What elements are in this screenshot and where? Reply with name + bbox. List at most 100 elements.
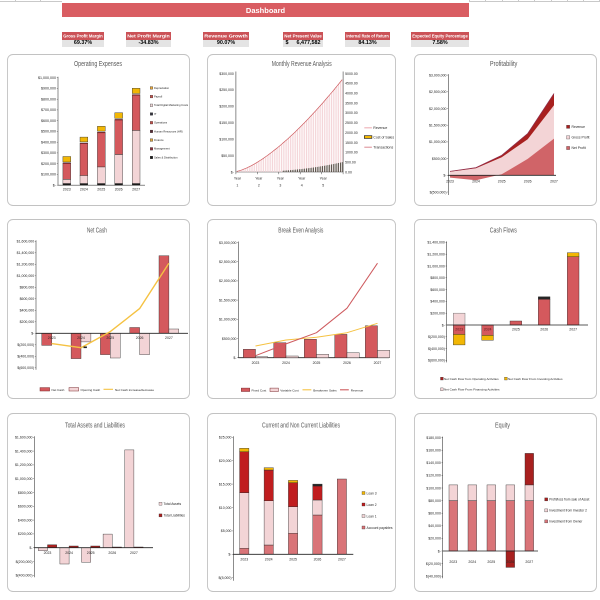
svg-text:$300,000: $300,000 [41,151,56,155]
svg-text:Account payables: Account payables [367,526,393,530]
svg-text:Revenue Growth: Revenue Growth [204,34,248,40]
svg-text:Profit/loss from sale of Asset: Profit/loss from sale of Asset [549,498,589,502]
svg-text:2500.00: 2500.00 [345,121,358,125]
svg-text:Loan 3: Loan 3 [367,491,377,495]
svg-text:$1,000,000: $1,000,000 [17,274,35,278]
svg-text:5: 5 [322,184,324,188]
svg-text:$1,000,000: $1,000,000 [38,76,56,80]
svg-text:$-: $- [438,549,442,553]
svg-text:2026: 2026 [506,560,514,564]
svg-text:2027: 2027 [165,336,173,340]
svg-text:$800,000: $800,000 [20,286,35,290]
svg-text:Variable Cost: Variable Cost [280,388,298,392]
svg-text:$(40,000): $(40,000) [426,575,441,579]
svg-text:Investment from Investor 2: Investment from Investor 2 [549,509,587,513]
svg-text:$400,000: $400,000 [18,518,33,522]
svg-text:$1,000,000: $1,000,000 [219,318,237,322]
svg-text:2025: 2025 [106,336,114,340]
svg-text:Total Assets: Total Assets [164,502,182,506]
svg-text:Revenue: Revenue [351,388,364,392]
svg-text:Cash Flows: Cash Flows [490,227,517,234]
svg-text:Equity: Equity [495,422,510,429]
svg-text:3: 3 [279,184,281,188]
svg-text:2025: 2025 [97,188,105,192]
svg-text:$200,000: $200,000 [18,532,33,536]
svg-text:500.00: 500.00 [345,161,356,165]
svg-text:2024: 2024 [80,188,88,192]
svg-text:Net Cash Flow From Investing A: Net Cash Flow From Investing Activities [508,377,563,381]
svg-text:Year: Year [320,177,328,181]
svg-text:2023: 2023 [449,560,457,564]
svg-text:$500,000: $500,000 [432,157,447,161]
svg-text:$1,000,000: $1,000,000 [427,264,445,268]
svg-text:$2,500,000: $2,500,000 [219,260,237,264]
svg-text:$(400,000): $(400,000) [16,574,33,578]
svg-text:2026: 2026 [524,179,532,183]
svg-text:$-: $- [443,174,447,178]
svg-text:Year: Year [277,177,285,181]
svg-text:Year: Year [234,177,242,181]
svg-text:$1,200,000: $1,200,000 [427,253,445,257]
svg-text:Loan 1: Loan 1 [367,514,377,518]
svg-text:$200,000: $200,000 [219,105,234,109]
svg-text:$1,500,000: $1,500,000 [219,298,237,302]
svg-text:$20,000: $20,000 [219,459,232,463]
svg-text:$200,000: $200,000 [41,162,56,166]
svg-text:Expected Equity Percentage: Expected Equity Percentage [412,34,468,40]
svg-text:2024: 2024 [282,361,290,365]
svg-text:Operating Expenses: Operating Expenses [74,61,122,68]
svg-text:$120,000: $120,000 [426,474,441,478]
svg-text:2024: 2024 [77,336,85,340]
svg-text:Net Cash: Net Cash [52,388,65,392]
svg-text:Cost of Sales: Cost of Sales [373,136,394,140]
svg-text:2026: 2026 [115,188,123,192]
svg-text:$1,200,000: $1,200,000 [17,263,35,267]
svg-text:2024: 2024 [65,551,73,555]
svg-text:Fixed Cost: Fixed Cost [252,388,267,392]
svg-text:Total Assets and Liabilities: Total Assets and Liabilities [65,422,125,429]
svg-text:1: 1 [236,184,238,188]
svg-text:$1,600,000: $1,600,000 [17,240,35,244]
svg-text:$900,000: $900,000 [41,87,56,91]
svg-text:$100,000: $100,000 [426,486,441,490]
svg-text:$-: $- [228,553,232,557]
svg-text:Net Present Value: Net Present Value [284,34,322,40]
svg-text:1000.00: 1000.00 [345,151,358,155]
svg-text:$600,000: $600,000 [430,288,445,292]
svg-text:Net Profit Margin: Net Profit Margin [127,34,170,40]
svg-text:$(400,000): $(400,000) [17,355,34,359]
svg-text:2026: 2026 [540,327,548,331]
svg-text:$3,000,000: $3,000,000 [219,241,237,245]
svg-text:Investment from Owner: Investment from Owner [549,520,583,524]
svg-text:$10,000: $10,000 [219,506,232,510]
svg-text:$2,000,000: $2,000,000 [429,107,447,111]
svg-text:$-: $- [53,184,57,188]
svg-text:2024: 2024 [484,327,492,331]
svg-text:$1,000,000: $1,000,000 [429,140,447,144]
svg-text:2027: 2027 [130,551,138,555]
svg-text:$-: $- [31,332,35,336]
svg-text:$1,500,000: $1,500,000 [429,124,447,128]
svg-text:$(200,000): $(200,000) [428,335,445,339]
svg-text:$2,500,000: $2,500,000 [429,90,447,94]
svg-text:Gross Profit Margin: Gross Profit Margin [63,34,103,40]
svg-text:Current and Non Current Liabil: Current and Non Current Liabilities [262,422,340,429]
svg-text:$50,000: $50,000 [221,154,234,158]
svg-text:2024: 2024 [265,558,273,562]
svg-text:$140,000: $140,000 [426,461,441,465]
svg-text:Operations: Operations [154,121,168,125]
svg-text:Net Cash increase/decrease: Net Cash increase/decrease [115,388,154,392]
svg-text:$3,000,000: $3,000,000 [429,73,447,77]
svg-text:$1,400,000: $1,400,000 [427,241,445,245]
svg-text:$400,000: $400,000 [41,141,56,145]
svg-text:Net Profit: Net Profit [572,146,586,150]
svg-text:$(200,000): $(200,000) [17,343,34,347]
svg-text:Revenue: Revenue [572,125,586,129]
svg-text:$600,000: $600,000 [20,297,35,301]
svg-text:2027: 2027 [525,560,533,564]
svg-text:$(400,000): $(400,000) [428,347,445,351]
svg-text:2024: 2024 [468,560,476,564]
svg-text:2026: 2026 [136,336,144,340]
svg-text:Revenue: Revenue [373,126,387,130]
svg-text:$600,000: $600,000 [41,119,56,123]
